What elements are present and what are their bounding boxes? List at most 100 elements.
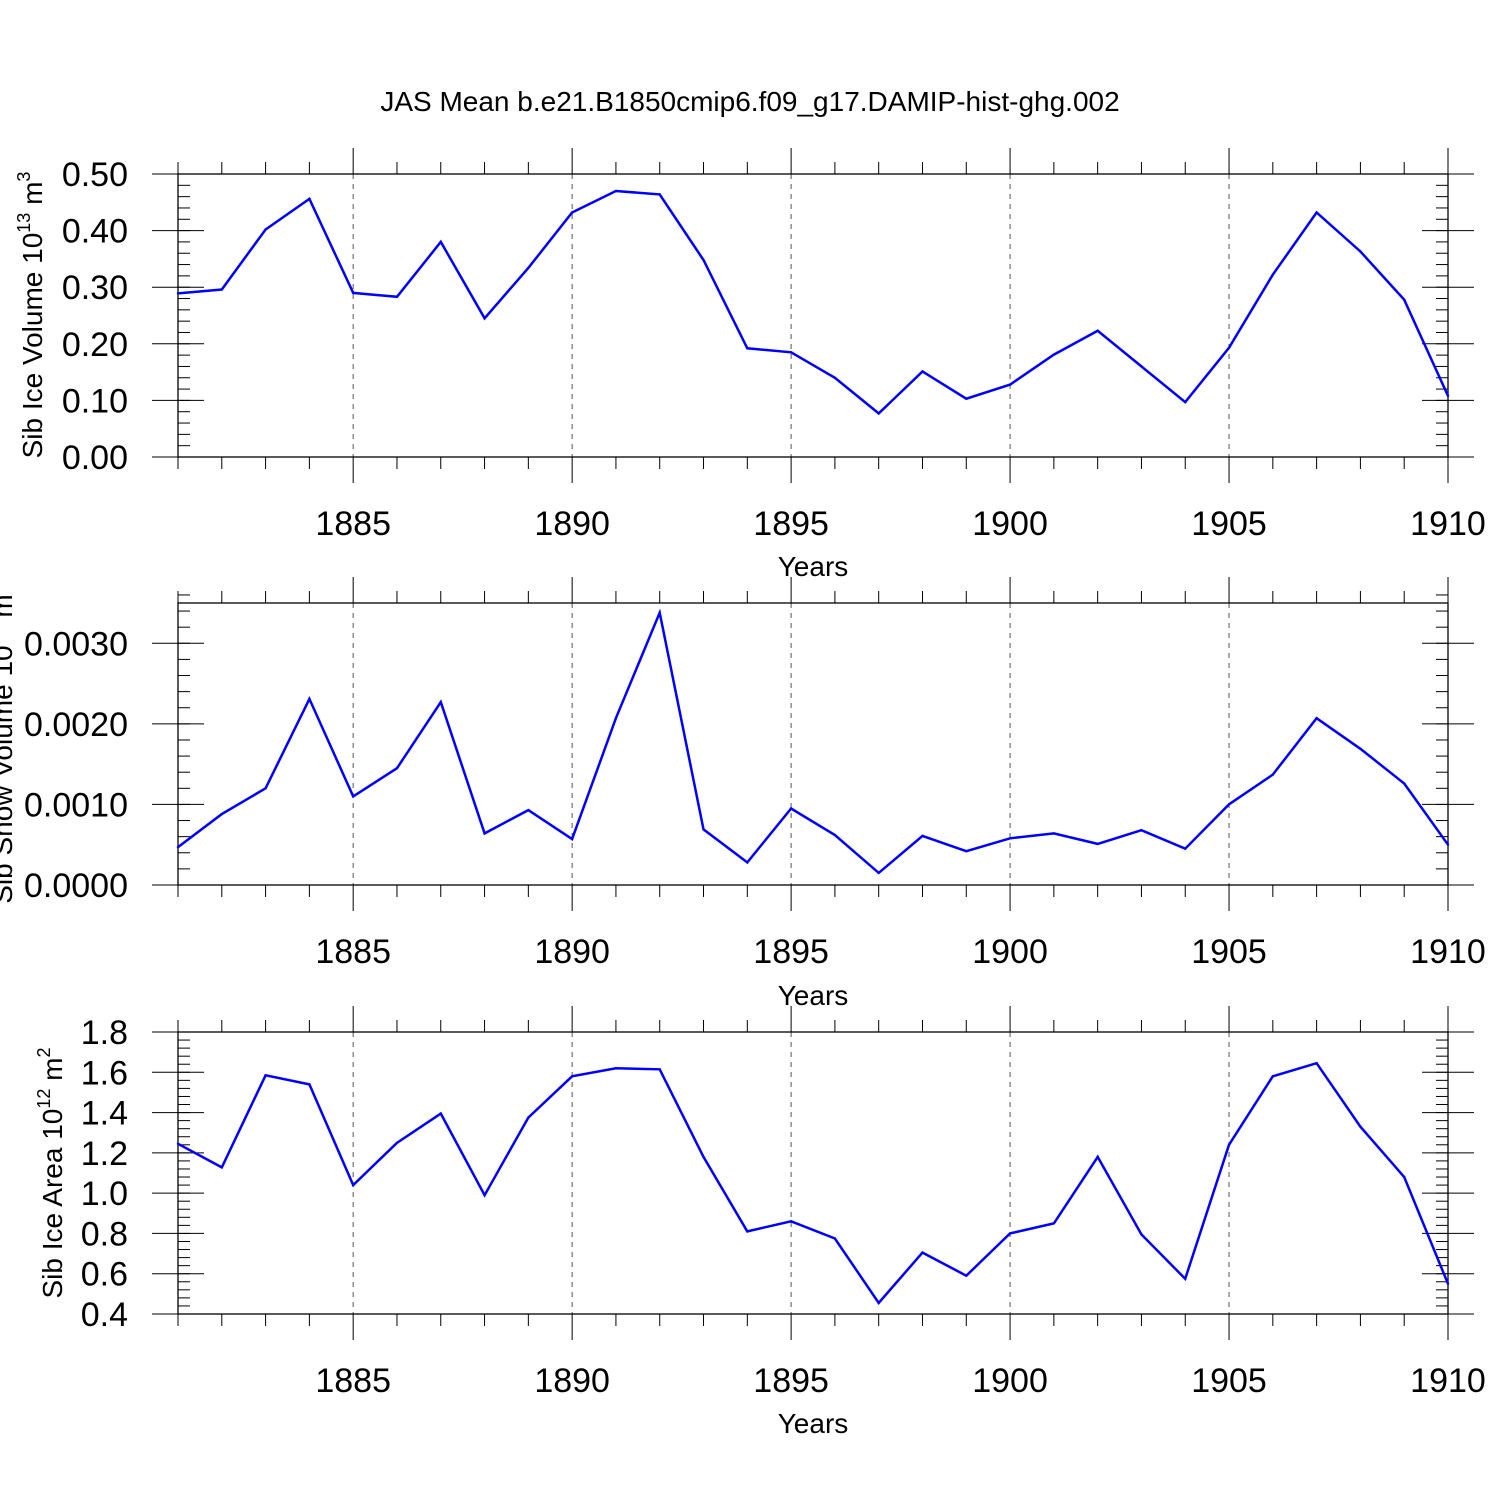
data-point — [483, 832, 486, 835]
data-point — [789, 1220, 793, 1223]
data-point — [220, 812, 223, 816]
data-point — [176, 1142, 180, 1145]
data-point — [351, 795, 355, 798]
data-point — [658, 1068, 661, 1071]
x-axis-label: Years — [778, 980, 849, 1011]
y-tick-label: 0.50 — [62, 156, 128, 194]
y-tick-label: 0.6 — [81, 1256, 128, 1294]
data-point — [395, 1141, 399, 1144]
x-tick-label: 1895 — [753, 505, 829, 543]
y-axis-label-unit: m — [0, 594, 18, 625]
data-point — [351, 291, 355, 295]
data-point — [1140, 1233, 1143, 1236]
data-point — [1446, 1282, 1450, 1285]
y-tick-label: 0.0000 — [24, 867, 128, 905]
data-point — [921, 370, 924, 373]
data-point — [702, 828, 705, 831]
y-axis-label-exponent: 12 — [34, 1089, 54, 1109]
x-tick-label: 1895 — [753, 933, 829, 971]
data-point — [1096, 1155, 1099, 1159]
data-point — [746, 347, 749, 350]
y-tick-label: 0.8 — [81, 1215, 128, 1253]
x-tick-label: 1905 — [1191, 933, 1267, 971]
y-axis-label-unit: m — [17, 182, 48, 213]
y-tick-label: 0.0010 — [24, 786, 128, 824]
x-tick-label: 1910 — [1410, 505, 1486, 543]
data-point — [921, 1251, 924, 1254]
data-point — [833, 1237, 837, 1240]
series-line — [177, 1061, 1450, 1305]
y-tick-label: 0.10 — [62, 382, 128, 420]
x-tick-label: 1885 — [315, 1362, 391, 1400]
y-axis-label-exponent: 13 — [0, 625, 4, 645]
data-point — [1271, 773, 1275, 776]
data-point — [570, 1075, 574, 1078]
data-point — [176, 292, 180, 295]
panel-ice-volume: Years 0.00 0.10 0.20 0.30 0.40 0.50 1885 1890 18… — [14, 148, 1486, 582]
data-point — [614, 189, 618, 193]
y-tick-label: 0.30 — [62, 269, 128, 307]
data-point — [527, 1116, 530, 1119]
data-point — [1403, 1175, 1406, 1179]
data-point — [833, 833, 837, 837]
data-point — [527, 808, 530, 812]
data-point — [1227, 803, 1231, 806]
data-point — [1184, 1277, 1187, 1280]
data-point — [1008, 1232, 1012, 1235]
y-axis-label-exponent: 13 — [14, 213, 34, 233]
y-axis-label: Sib Snow Volume 1013 m3 — [0, 584, 18, 904]
data-point — [264, 1074, 267, 1077]
y-axis-label: Sib Ice Volume 1013 m3 — [14, 172, 48, 459]
data-point — [220, 1166, 223, 1169]
data-point — [702, 258, 705, 262]
y-tick-label: 1.0 — [81, 1175, 128, 1213]
y-axis-label: Sib Ice Area 1012 m2 — [34, 1047, 68, 1298]
y-tick-label: 0.0030 — [24, 625, 128, 663]
data-point — [877, 412, 880, 415]
panel-ice-area: Years 0.40.60.81.01.21.41.61.8 1885 1890 18… — [34, 1006, 1486, 1439]
y-tick-label: 1.2 — [81, 1135, 128, 1173]
y-tick-label: 1.6 — [81, 1054, 128, 1092]
data-point — [658, 193, 661, 196]
data-point — [1446, 394, 1450, 398]
y-axis-label-text: Sib Ice Area 10 — [37, 1109, 68, 1299]
data-point — [439, 700, 442, 704]
y-tick-label: 0.4 — [81, 1296, 128, 1334]
y-axis-label-unit-exponent: 3 — [0, 584, 4, 594]
data-point — [1446, 843, 1450, 846]
data-point — [1403, 782, 1406, 785]
x-tick-label: 1900 — [972, 1362, 1048, 1400]
x-tick-label: 1905 — [1191, 505, 1267, 543]
data-point — [658, 611, 661, 614]
x-tick-label: 1900 — [972, 505, 1048, 543]
data-point — [965, 849, 968, 853]
x-tick-label: 1900 — [972, 933, 1048, 971]
data-point — [483, 1193, 486, 1197]
data-point — [220, 288, 223, 291]
data-point — [439, 240, 442, 244]
data-point — [483, 317, 486, 320]
y-tick-label: 0.20 — [62, 326, 128, 364]
y-tick-label: 1.8 — [81, 1014, 128, 1052]
data-point — [1403, 298, 1406, 301]
data-point — [746, 1230, 749, 1233]
data-point — [1184, 400, 1187, 404]
data-point — [395, 766, 399, 770]
data-point — [877, 1301, 880, 1305]
data-point — [1227, 1143, 1231, 1147]
data-point — [789, 807, 793, 810]
data-point — [1315, 717, 1318, 720]
x-tick-label: 1910 — [1410, 933, 1486, 971]
data-point — [877, 871, 880, 875]
x-axis-label: Years — [778, 551, 849, 582]
y-tick-label: 1.4 — [81, 1095, 128, 1133]
data-point — [1271, 1075, 1275, 1078]
y-tick-label: 0.40 — [62, 213, 128, 251]
plot-frame — [177, 1031, 1449, 1315]
data-point — [921, 834, 924, 838]
data-point — [614, 717, 618, 720]
panel-snow-volume: Years 0.0000 0.0010 0.0020 0.0030 1885 1890 18… — [0, 577, 1486, 1011]
data-point — [1008, 837, 1012, 840]
data-point — [264, 787, 267, 790]
